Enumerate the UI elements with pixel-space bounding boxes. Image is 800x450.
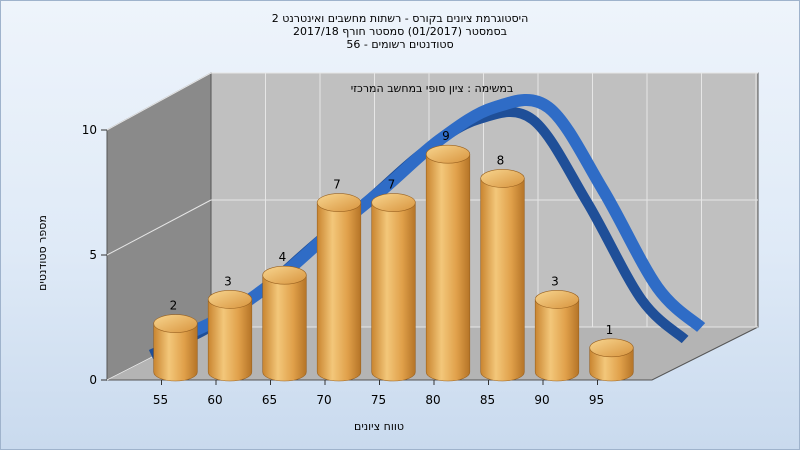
gridline-side [106,72,212,131]
bar-cap [316,193,362,212]
gridline-side [106,199,212,256]
x-tick-label: 60 [207,393,222,407]
x-axis-title: טווח ציונים [354,420,404,433]
bar-data-label: 3 [224,274,232,288]
bar [316,193,362,382]
bar-data-label: 1 [606,323,614,337]
bar-cap [425,144,471,164]
bars-layer [153,144,634,382]
x-tick-label: 85 [480,393,495,407]
y-tick-label: 0 [89,373,97,387]
bar-data-label: 3 [551,274,559,288]
bar-body [480,178,525,382]
bar-data-label: 2 [170,299,178,313]
bar-cap [153,314,198,333]
bar-data-label: 9 [442,129,450,143]
x-tick-label: 90 [534,393,549,407]
x-tick-label: 95 [589,393,604,407]
x-tick-label: 55 [153,393,168,407]
bar [371,193,416,382]
bar-body [371,202,416,382]
bar [480,169,525,382]
bar-data-label: 4 [279,250,287,264]
bar [153,314,198,382]
bar-data-label: 7 [333,178,341,192]
bar-body [316,202,362,382]
labels-layer: 0 5 10 55 60 65 70 75 80 85 90 95 2 3 4 7 7 9 8 3 1 [82,123,614,407]
y-tick-label: 10 [82,123,97,137]
x-tick-label: 70 [316,393,331,407]
bar-body [153,323,198,382]
bar-body [262,274,307,382]
bar-cap [262,265,307,285]
bar [534,290,580,382]
chart-title-line-1: היסטוגרמת ציונים בקורס - רשתות מחשבים וא… [271,12,529,25]
x-tick-label: 80 [425,393,440,407]
bar-cap [207,290,253,309]
y-axis-title: מספר סטודנטים [36,215,49,291]
bar-body [425,153,471,382]
bar [207,290,253,382]
bar-cap [534,290,580,309]
bar-data-label: 8 [497,153,505,167]
bar-body [207,299,253,382]
bar-cap [480,169,525,188]
chart-annotation: במשימה : ציון סופי במחשב המרכזי [351,82,514,95]
bar-body [589,347,634,382]
chart-title-line-3: סטודנטים רשומים - 56 [346,38,454,51]
y-tick-label: 5 [89,248,97,262]
bar-data-label: 7 [388,178,396,192]
bar-body [534,299,580,382]
bar-cap [589,338,634,358]
bar [425,144,471,382]
x-tick-label: 65 [262,393,277,407]
chart-title-line-2: בסמסטר (01/2017) סמסטר חורף 2017/18 [293,25,507,38]
bar [589,338,634,382]
bar [262,265,307,382]
bar-cap [371,193,416,212]
x-tick-label: 75 [371,393,386,407]
